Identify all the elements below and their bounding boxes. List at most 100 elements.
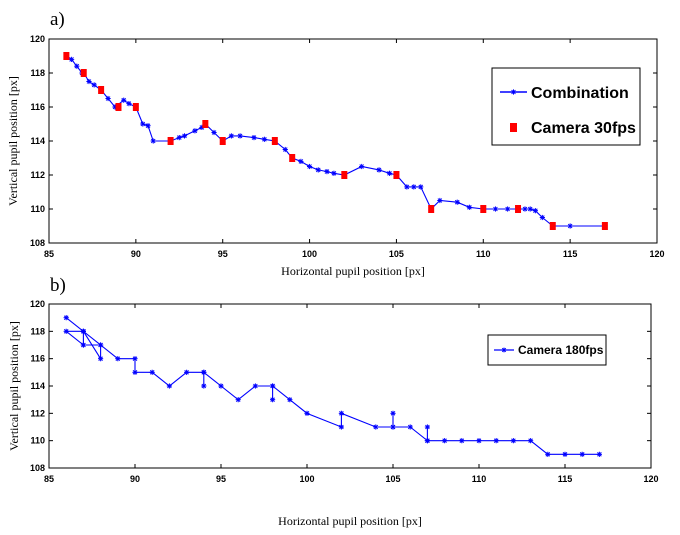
data-point [201,369,207,375]
chart-b-axes: 85 90 95 100 105 110 115 120 108 110 112 114 116 118 1… [30,299,659,484]
x-tick-label: 95 [216,474,226,484]
chart-b-legend: Camera 180fps [487,334,607,366]
data-point [237,133,243,139]
data-point [63,328,69,334]
data-point [567,223,573,229]
y-tick-label: 114 [30,381,45,391]
legend-label-camera-180fps: Camera 180fps [518,343,604,357]
data-point [437,197,443,204]
chart-b-x-axis-label: Horizontal pupil position [px] [278,514,422,528]
data-point [149,369,155,375]
data-point-camera-30fps [98,86,105,94]
data-point [74,63,80,69]
data-point [338,424,344,430]
data-point-camera-30fps [167,137,174,145]
data-point [270,383,276,389]
data-point [298,158,304,164]
data-point [145,123,151,129]
y-tick-label: 110 [30,204,45,214]
data-point [545,451,551,457]
data-point [331,170,337,176]
x-tick-label: 105 [389,249,404,259]
x-tick-label: 110 [472,474,487,484]
data-point [510,438,516,444]
y-tick-label: 108 [30,238,45,248]
legend-item-camera-30fps: Camera 30fps [510,120,636,137]
data-point-camera-30fps [132,103,139,111]
data-point [270,397,276,403]
data-point [211,129,217,136]
data-point-camera-30fps [515,205,522,213]
data-point [132,369,138,375]
data-point [373,424,379,430]
data-point [306,163,313,170]
chart-a: 85 90 95 100 105 110 115 120 108 110 112 114 116 118 1… [6,34,665,278]
data-point-camera-30fps [393,171,400,179]
data-point [404,184,410,190]
legend-label-camera-30fps: Camera 30fps [531,120,636,137]
data-point [192,128,198,134]
data-point [98,356,104,362]
x-tick-label: 90 [130,474,140,484]
data-point [184,369,190,375]
data-point [532,208,538,214]
chart-a-legend: Combination Camera 30fps [491,67,641,146]
data-point [86,78,92,85]
data-point [528,438,534,444]
data-point-camera-30fps [289,154,296,162]
data-point [218,383,224,389]
y-tick-label: 114 [30,136,45,146]
data-point [359,163,365,170]
legend-item-camera-180fps: Camera 180fps [494,343,604,357]
data-point [493,438,499,444]
data-point-camera-30fps [549,222,556,230]
chart-b-plot-area [48,303,652,469]
data-point [98,342,104,348]
data-point-camera-30fps [271,137,278,145]
data-point-camera-30fps [219,137,226,145]
legend-marker-combination [510,89,517,95]
chart-a-axes: 85 90 95 100 105 110 115 120 108 110 112 114 116 118 1… [30,34,665,259]
data-point [407,424,413,430]
data-point [562,451,568,457]
legend-label-combination: Combination [531,85,629,102]
x-tick-label: 90 [131,249,141,259]
data-point-camera-30fps [63,52,70,60]
x-tick-label: 95 [218,249,228,259]
data-point [442,438,448,444]
data-point-camera-30fps [80,69,87,77]
data-point [68,56,75,62]
x-tick-label: 115 [563,249,578,259]
data-point [527,206,533,212]
y-tick-label: 110 [30,436,45,446]
data-point [150,138,156,144]
chart-b: 85 90 95 100 105 110 115 120 108 110 112 114 116 118 1… [7,299,659,528]
data-point [466,204,472,210]
data-point [91,82,97,88]
panel-a-label: a) [50,9,65,30]
data-point [492,206,499,212]
data-point [459,438,465,444]
data-point [235,397,241,403]
x-tick-label: 85 [44,249,54,259]
data-point [166,383,172,389]
data-point [181,133,188,139]
y-tick-label: 120 [30,299,45,309]
y-tick-label: 120 [30,34,45,44]
data-point [476,438,482,444]
legend-item-combination: Combination [500,85,629,102]
data-point [252,383,258,389]
y-tick-label: 118 [30,326,45,336]
data-point [390,424,396,430]
x-tick-label: 120 [643,474,658,484]
data-point-camera-30fps [115,103,122,111]
data-point [539,214,545,221]
legend-marker-camera-180fps [501,347,507,353]
legend-swatch-camera-30fps [510,123,517,132]
data-point [424,438,430,444]
x-tick-label: 100 [299,474,314,484]
data-point-camera-30fps [428,205,435,213]
y-tick-label: 118 [30,68,45,78]
data-point [105,95,111,102]
